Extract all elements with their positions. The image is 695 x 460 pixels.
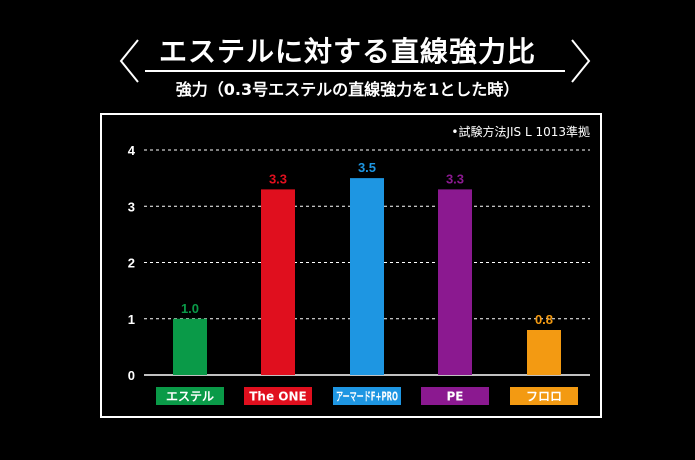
data-label: 0.8 [535, 312, 553, 327]
bar-chart: 0 1 2 3 4 1.0 エステル 3.3 The ONE 3.5 アーマードF+PRO 3.3 PE… [128, 143, 590, 405]
y-tick-label: 2 [128, 256, 135, 271]
bar [527, 330, 561, 375]
data-label: 3.5 [358, 160, 376, 175]
category-label-box [333, 387, 401, 405]
x-tick-label: エステル [166, 390, 214, 404]
category-label-box [156, 387, 224, 405]
title-divider [145, 70, 565, 72]
data-label: 3.3 [269, 171, 287, 186]
test-method-note: •試験方法JIS L 1013準拠 [451, 125, 590, 139]
bar [173, 318, 207, 375]
left-chevron-icon [119, 39, 139, 83]
chart-title: エステルに対する直線強力比 [158, 35, 536, 68]
chart-panel: •試験方法JIS L 1013準拠 0 1 2 3 4 1.0 エステル 3.3 The ONE… [100, 113, 602, 418]
x-tick-label: PE [447, 390, 464, 404]
data-label: 3.3 [446, 171, 464, 186]
y-tick-label: 3 [128, 199, 135, 214]
category-label-box [244, 387, 312, 405]
y-tick-label: 4 [128, 143, 136, 158]
x-tick-label: アーマードF+PRO [336, 390, 398, 404]
y-tick-label: 1 [128, 312, 135, 327]
bar [350, 178, 384, 375]
chart-subtitle: 強力（0.3号エステルの直線強力を1とした時） [175, 80, 520, 99]
chart-header: エステルに対する直線強力比 強力（0.3号エステルの直線強力を1とした時） [0, 0, 695, 110]
x-tick-label: The ONE [249, 390, 307, 404]
x-tick-label: フロロ [526, 390, 562, 404]
bar [261, 189, 295, 375]
bar [438, 189, 472, 375]
category-label-box [421, 387, 489, 405]
category-label-box [510, 387, 578, 405]
right-chevron-icon [571, 39, 591, 83]
data-label: 1.0 [181, 301, 199, 316]
y-tick-label: 0 [128, 368, 135, 383]
